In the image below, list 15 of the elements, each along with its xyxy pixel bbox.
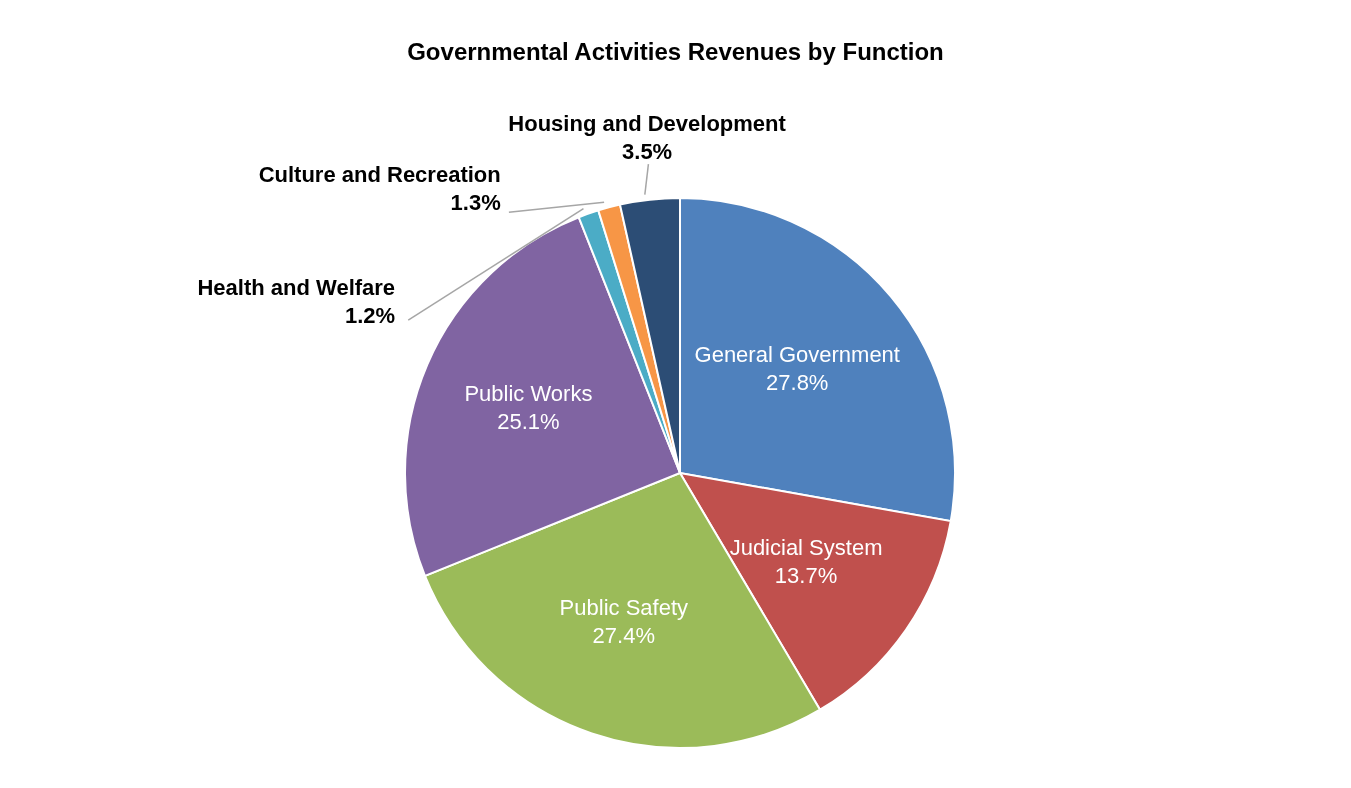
data-label: 13.7%	[774, 562, 838, 588]
data-label: 1.2%	[344, 302, 396, 328]
slice-label: Judicial System	[729, 534, 883, 560]
data-label: 27.8%	[766, 369, 829, 395]
slice-label: Health and Welfare	[197, 274, 396, 300]
slice-label: Public Safety	[559, 595, 689, 621]
data-label: 25.1%	[497, 409, 560, 435]
data-label: 3.5%	[622, 139, 673, 165]
chart-title: Governmental Activities Revenues by Function	[406, 38, 945, 66]
data-label: 1.3%	[450, 189, 501, 215]
slice-label: Culture and Recreation	[258, 161, 501, 187]
slice-label: Housing and Development	[508, 111, 787, 137]
slice-label: Public Works	[464, 381, 593, 407]
data-label: 27.4%	[592, 623, 655, 649]
slice-label: General Government	[694, 341, 900, 367]
